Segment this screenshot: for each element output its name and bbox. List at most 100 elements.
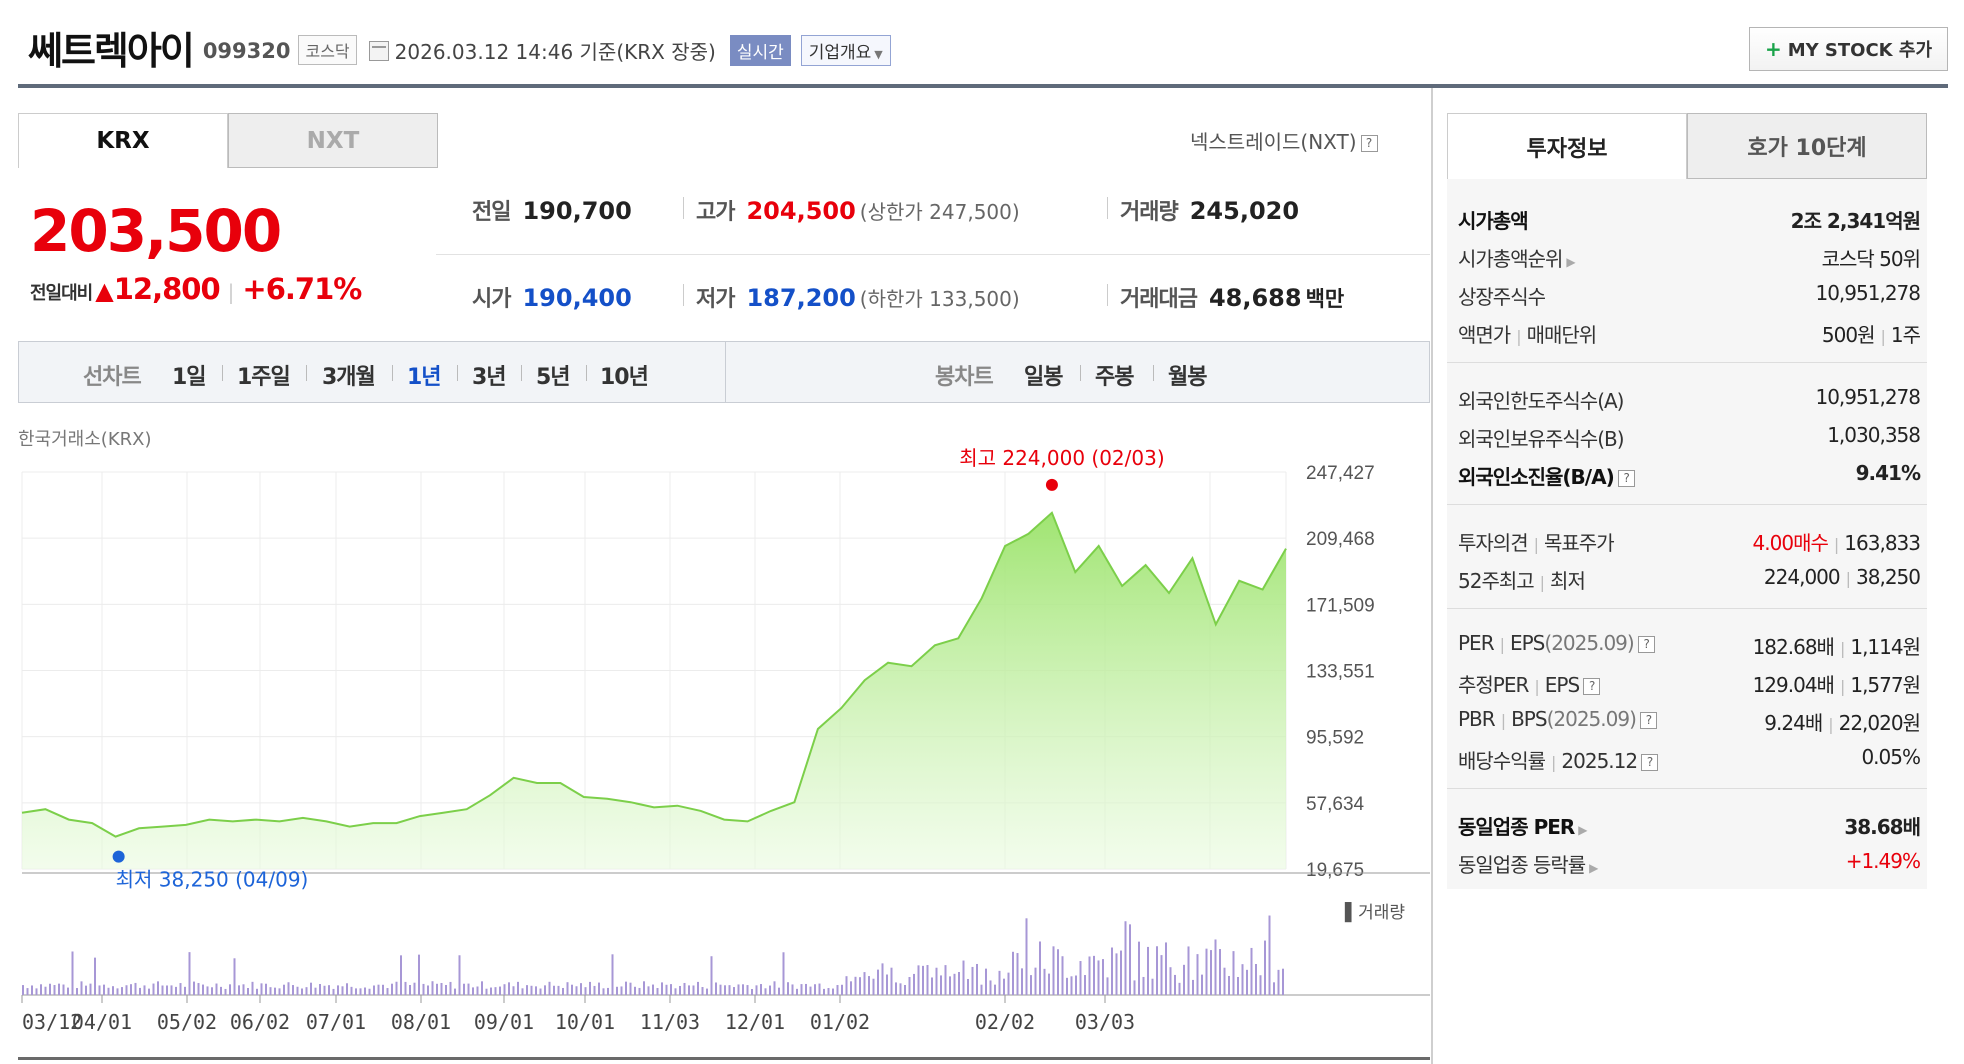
volume-bar: [917, 965, 920, 995]
w52-label: 52주최고 | 최저: [1458, 569, 1586, 593]
volume-bar: [899, 983, 902, 995]
section-divider: [1447, 504, 1927, 505]
volume-bar: [773, 981, 776, 995]
period-5y[interactable]: 5년: [536, 365, 571, 390]
mystock-add-button[interactable]: + MY STOCK 추가: [1749, 27, 1948, 71]
volume-bar: [89, 983, 92, 995]
volume-bar: [1237, 976, 1239, 995]
volume-bar: [22, 985, 24, 995]
trade-value: 거래대금 48,688 백만: [1120, 284, 1345, 312]
volume-bar: [1025, 918, 1028, 995]
realtime-button[interactable]: 실시간: [729, 34, 791, 66]
volume-bar: [643, 981, 645, 995]
volume-bar: [454, 988, 456, 995]
volume-bar: [823, 988, 825, 995]
y-tick-label: 19,675: [1306, 860, 1364, 881]
volume-bar: [616, 986, 618, 995]
volume-bar: [967, 978, 969, 995]
help-icon[interactable]: ?: [1360, 135, 1378, 152]
period-1w[interactable]: 1주일: [237, 365, 291, 390]
volume-bar: [557, 985, 560, 995]
tab-krx[interactable]: KRX: [18, 113, 228, 168]
volume-bar: [1223, 967, 1226, 995]
timestamp: 2026.03.12 14:46 기준(KRX 장중): [394, 39, 716, 64]
candle-monthly[interactable]: 월봉: [1168, 365, 1207, 390]
volume-bar: [328, 985, 330, 995]
period-1y[interactable]: 1년: [407, 365, 442, 390]
volume-bar: [179, 983, 182, 995]
market-cap-rank-link[interactable]: 시가총액순위 ▶: [1458, 247, 1576, 271]
volume-bar: [1178, 982, 1181, 995]
volume-bar: [346, 983, 348, 995]
volume-bar: [85, 985, 87, 995]
volume-bar: [184, 986, 186, 995]
tab-orderbook[interactable]: 호가 10단계: [1687, 113, 1927, 179]
x-tick-label: 04/01: [72, 1010, 132, 1034]
volume-bar: [1120, 950, 1122, 995]
volume-bar: [782, 952, 785, 995]
volume-bar: [413, 982, 416, 995]
volume-bar: [67, 987, 69, 995]
price-chart[interactable]: 247,427 209,468 171,509 133,551 95,592 57,634…: [0, 440, 1430, 1056]
volume-bar: [575, 986, 578, 995]
volume-bar: [697, 981, 699, 995]
volume-bar: [836, 985, 839, 995]
volume-bar: [373, 985, 375, 995]
help-icon[interactable]: ?: [1583, 678, 1601, 695]
help-icon[interactable]: ?: [1617, 470, 1635, 487]
help-icon[interactable]: ?: [1639, 712, 1657, 729]
separator: |: [227, 280, 235, 304]
industry-per-link[interactable]: 동일업종 PER ▶: [1458, 815, 1588, 839]
candle-weekly[interactable]: 주봉: [1095, 365, 1134, 390]
volume-bar: [989, 980, 992, 995]
volume-bar: [571, 984, 573, 995]
volume-bar: [539, 988, 542, 995]
volume-bar: [1129, 924, 1131, 995]
volume-bar: [895, 982, 897, 995]
tab-nxt[interactable]: NXT: [228, 113, 438, 168]
x-tick-label: 02/02: [975, 1010, 1035, 1034]
separator: [1107, 284, 1108, 306]
volume-bar: [845, 976, 848, 995]
y-tick-label: 133,551: [1306, 662, 1375, 683]
separator: [1107, 197, 1108, 219]
company-overview-dropdown[interactable]: 기업개요 ▼: [800, 34, 891, 66]
volume-bar: [229, 984, 231, 995]
tab-investment-info[interactable]: 투자정보: [1447, 113, 1687, 179]
nxt-info-link[interactable]: 넥스트레이드(NXT)?: [1190, 126, 1378, 155]
volume-bar: [238, 985, 240, 995]
volume-bar: [692, 985, 695, 995]
volume-bar: [269, 987, 272, 995]
volume-bar: [107, 987, 110, 995]
volume-bar: [593, 985, 596, 995]
volume-bar: [1228, 975, 1230, 995]
help-icon[interactable]: ?: [1637, 636, 1655, 653]
min-annotation: 최저 38,250 (04/09): [116, 868, 309, 892]
period-10y[interactable]: 10년: [600, 365, 649, 390]
help-icon[interactable]: ?: [1641, 754, 1659, 771]
header-divider: [18, 84, 1948, 88]
volume-bar: [359, 988, 362, 995]
volume-bar: [341, 986, 344, 995]
market-cap-label: 시가총액: [1458, 209, 1529, 233]
volume-bar: [1007, 972, 1010, 995]
foreign-hold-value: 1,030,358: [1827, 423, 1921, 447]
volume-bar: [197, 983, 200, 995]
volume-bar: [215, 983, 218, 995]
candle-daily[interactable]: 일봉: [1024, 365, 1063, 390]
period-1d[interactable]: 1일: [172, 365, 207, 390]
volume-bar: [503, 984, 506, 995]
industry-change-link[interactable]: 동일업종 등락률 ▶: [1458, 853, 1598, 877]
volume-bar: [1192, 979, 1194, 995]
volume-bar: [400, 955, 402, 995]
volume-bar: [706, 988, 708, 995]
separator: [683, 284, 684, 306]
volume-bar: [53, 985, 56, 995]
period-3y[interactable]: 3년: [472, 365, 507, 390]
volume-bar: [422, 983, 425, 995]
period-3m[interactable]: 3개월: [322, 365, 376, 390]
volume-bar: [116, 988, 119, 995]
volume-bar: [98, 985, 101, 995]
plus-icon: +: [1764, 37, 1782, 61]
volume-bar: [440, 982, 443, 995]
